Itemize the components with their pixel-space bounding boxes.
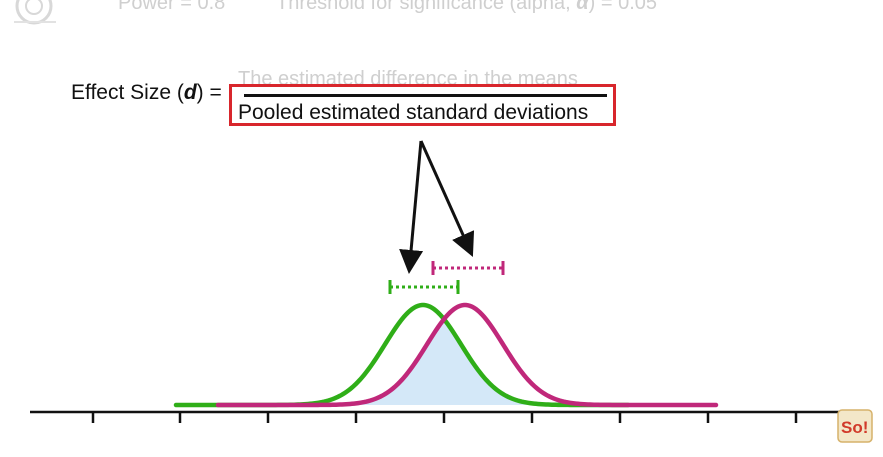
threshold-text: Threshold for significance (alpha, α) = … xyxy=(276,0,658,14)
overlap-shaded-area xyxy=(340,319,550,405)
statquest-logo-icon xyxy=(14,0,56,25)
magenta-distribution-curve xyxy=(215,302,719,408)
top-banner-text: Power = 0.8 Threshold for significance (… xyxy=(118,0,657,15)
formula-denominator: Pooled estimated standard deviations xyxy=(238,101,589,124)
statquest-corner-logo-icon: So! xyxy=(837,409,873,443)
denominator-highlight-box xyxy=(229,84,616,126)
svg-text:So!: So! xyxy=(841,418,868,437)
power-text: Power = 0.8 xyxy=(118,0,226,14)
magenta-std-dev-bar xyxy=(431,261,505,275)
effect-size-label: Effect Size (d) = xyxy=(71,81,222,104)
green-std-dev-bar xyxy=(388,280,460,294)
fraction-bar xyxy=(244,94,607,97)
x-axis xyxy=(30,410,850,423)
pointer-arrows xyxy=(399,140,475,274)
